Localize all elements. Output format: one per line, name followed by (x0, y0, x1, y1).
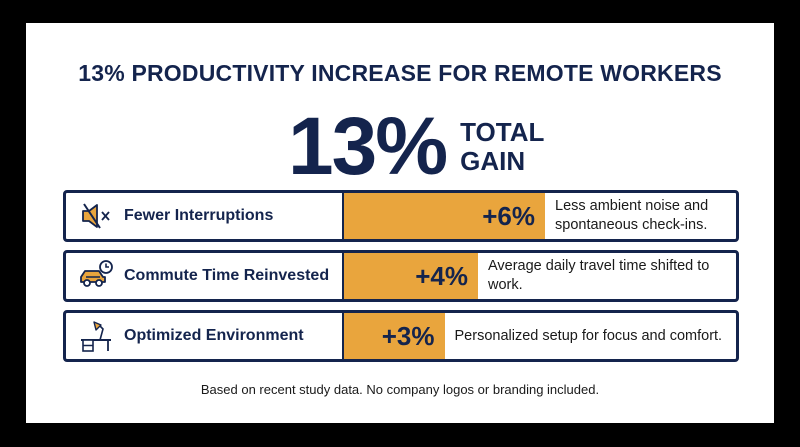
total-gain-value: 13% (288, 101, 448, 192)
muted-speaker-icon (78, 198, 114, 234)
factor-row: Commute Time Reinvested +4% Average dail… (63, 250, 739, 302)
factor-label-cell: Commute Time Reinvested (66, 253, 344, 299)
car-clock-icon (78, 258, 114, 294)
factor-name: Optimized Environment (124, 327, 304, 344)
total-gain: 13% TOTAL GAIN (288, 101, 550, 193)
factor-name: Commute Time Reinvested (124, 267, 330, 284)
factor-row: Optimized Environment +3% Personalized s… (63, 310, 739, 362)
factor-row: Fewer Interruptions +6% Less ambient noi… (63, 190, 739, 242)
factor-value-label: +3% (381, 320, 435, 351)
factor-label-cell: Fewer Interruptions (66, 193, 344, 239)
chart-title: 13% PRODUCTIVITY INCREASE FOR REMOTE WOR… (78, 60, 722, 86)
factor-label-cell: Optimized Environment (66, 313, 344, 359)
factor-description: Personalized setup for focus and comfort… (454, 327, 723, 344)
factor-description: Average daily travel time shifted to wor… (488, 258, 710, 293)
factor-bar: +6% (344, 193, 545, 239)
factor-value-label: +4% (415, 260, 468, 291)
factor-bar: +4% (344, 253, 478, 299)
total-gain-label: TOTAL GAIN (460, 117, 544, 176)
desk-lamp-icon (78, 318, 114, 354)
footnote: Based on recent study data. No company l… (200, 382, 600, 397)
factor-value-label: +6% (482, 200, 535, 231)
factor-bar: +3% (344, 313, 445, 359)
infographic-card: 13% PRODUCTIVITY INCREASE FOR REMOTE WOR… (26, 23, 774, 423)
factor-description: Less ambient noise and spontaneous check… (555, 198, 709, 233)
factor-name: Fewer Interruptions (124, 207, 274, 224)
